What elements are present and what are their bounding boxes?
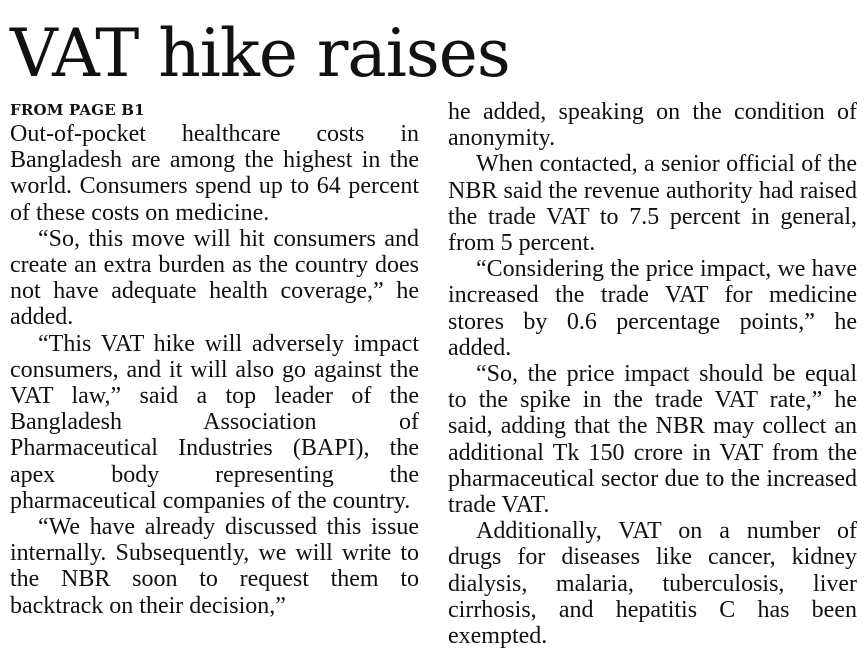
continuation-kicker: FROM PAGE B1	[10, 101, 145, 119]
paragraph: Out-of-pocket healthcare costs in Bangla…	[10, 121, 419, 226]
paragraph: Additionally, VAT on a number of drugs f…	[448, 518, 857, 650]
article-column-left: FROM PAGE B1 Out-of-pocket healthcare co…	[10, 99, 419, 619]
article-column-right: he added, speaking on the condition of a…	[448, 99, 857, 649]
paragraph: “We have already discussed this issue in…	[10, 514, 419, 619]
paragraph: “So, this move will hit consumers and cr…	[10, 225, 419, 331]
paragraph: “So, the price impact should be equal to…	[448, 361, 857, 519]
paragraph: he added, speaking on the condition of a…	[448, 99, 857, 152]
headline: VAT hike raises	[10, 15, 511, 92]
paragraph: When contacted, a senior official of the…	[448, 151, 857, 257]
paragraph: “Considering the price impact, we have i…	[448, 256, 857, 361]
paragraph: “This VAT hike will adversely impact con…	[10, 330, 419, 514]
